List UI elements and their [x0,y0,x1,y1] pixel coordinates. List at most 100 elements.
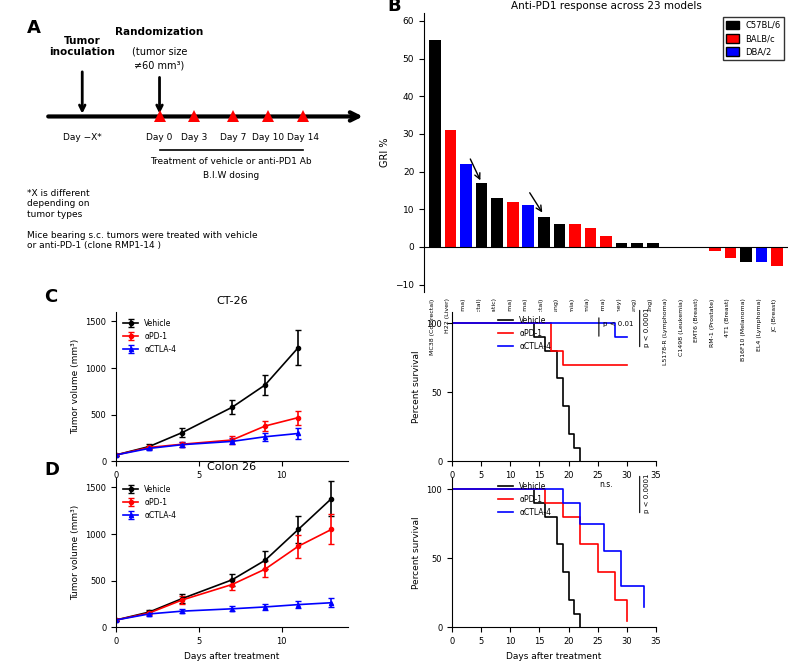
Text: ≠60 mm³): ≠60 mm³) [134,60,185,70]
Bar [460,164,472,247]
Text: Tumor
inoculation: Tumor inoculation [50,36,115,57]
αPD-1 [593,568,602,576]
Y-axis label: GRI %: GRI % [380,138,390,167]
Bar [538,216,550,247]
αPD-1 [546,347,556,355]
Text: Day 7: Day 7 [220,133,246,142]
Text: A: A [27,19,41,37]
αPD-1 [558,499,567,507]
Line: αCTLA-4: αCTLA-4 [452,489,644,607]
Vehicle [558,540,567,548]
αCTLA-4 [610,319,620,327]
αPD-1 [575,513,585,521]
αCTLA-4 [622,333,632,341]
Vehicle [541,347,550,355]
Text: B: B [387,0,402,15]
Text: Day 14: Day 14 [287,133,319,142]
Vehicle [552,513,562,521]
Text: Day 10: Day 10 [252,133,284,142]
Vehicle [575,610,585,618]
Bar [429,40,441,247]
Vehicle [558,374,567,382]
Vehicle [575,623,585,631]
αCTLA-4 [598,520,608,528]
Bar [445,130,456,247]
Y-axis label: Percent survival: Percent survival [412,351,421,423]
Line: αPD-1: αPD-1 [452,323,627,365]
αCTLA-4 [616,582,626,590]
Bar [740,247,752,262]
Text: p < 0.01: p < 0.01 [603,321,634,327]
Bar [647,243,658,247]
Vehicle [570,596,579,604]
αPD-1 [546,319,556,327]
Text: D: D [44,461,59,479]
Vehicle [447,485,457,493]
αPD-1 [593,540,602,548]
Vehicle [447,319,457,327]
Text: Randomization: Randomization [115,27,204,37]
αPD-1 [622,617,632,625]
Vehicle [564,402,574,410]
Vehicle [570,444,579,452]
Legend: Vehicle, αPD-1, αCTLA-4: Vehicle, αPD-1, αCTLA-4 [120,482,179,523]
X-axis label: Days after treatment: Days after treatment [184,486,280,495]
Text: Day 0: Day 0 [146,133,173,142]
Vehicle [564,596,574,604]
Bar [522,205,534,247]
Vehicle [541,513,550,521]
αPD-1 [447,485,457,493]
αCTLA-4 [610,333,620,341]
αPD-1 [558,361,567,369]
αCTLA-4 [558,485,567,493]
Vehicle [570,430,579,438]
αPD-1 [610,568,620,576]
Title: Colon 26: Colon 26 [207,461,257,471]
αPD-1 [541,485,550,493]
αCTLA-4 [598,547,608,555]
αCTLA-4 [447,319,457,327]
Text: Day 3: Day 3 [182,133,208,142]
αPD-1 [447,319,457,327]
αPD-1 [610,361,620,369]
Text: Day −X*: Day −X* [63,133,102,142]
Vehicle [564,568,574,576]
Text: B.I.W dosing: B.I.W dosing [203,171,259,180]
αPD-1 [575,540,585,548]
Title: Anti-PD1 response across 23 models: Anti-PD1 response across 23 models [510,1,702,11]
Vehicle [541,499,550,507]
Bar [631,243,643,247]
Legend: Vehicle, αPD-1, αCTLA-4: Vehicle, αPD-1, αCTLA-4 [494,479,554,520]
Vehicle [552,374,562,382]
αPD-1 [610,361,620,369]
Legend: C57BL/6, BALB/c, DBA/2: C57BL/6, BALB/c, DBA/2 [722,17,784,60]
Vehicle [558,568,567,576]
Vehicle [558,402,567,410]
Vehicle [529,485,538,493]
αCTLA-4 [639,582,649,590]
αPD-1 [622,361,632,369]
Legend: Vehicle, αPD-1, αCTLA-4: Vehicle, αPD-1, αCTLA-4 [120,316,179,357]
Text: p < 0.0001: p < 0.0001 [644,473,650,513]
Line: Vehicle: Vehicle [452,489,580,627]
Legend: Vehicle, αPD-1, αCTLA-4: Vehicle, αPD-1, αCTLA-4 [494,313,554,354]
Vehicle [529,319,538,327]
Vehicle [541,333,550,341]
Text: *X is different
depending on
tumor types: *X is different depending on tumor types [27,189,90,218]
Text: n.s.: n.s. [599,479,613,489]
αCTLA-4 [447,485,457,493]
Text: p < 0.0001: p < 0.0001 [644,307,650,347]
Bar [554,224,565,247]
Vehicle [529,333,538,341]
αCTLA-4 [616,547,626,555]
αCTLA-4 [558,499,567,507]
Y-axis label: Tumor volume (mm³): Tumor volume (mm³) [70,505,80,600]
αPD-1 [622,361,632,369]
Text: Mice bearing s.c. tumors were treated with vehicle
or anti-PD-1 (clone RMP1-14 ): Mice bearing s.c. tumors were treated wi… [27,231,258,250]
Bar [476,183,487,247]
αPD-1 [558,347,567,355]
Text: C: C [44,288,58,306]
Line: αPD-1: αPD-1 [452,489,627,621]
Bar [600,236,612,247]
X-axis label: Days after treatment: Days after treatment [506,486,602,495]
